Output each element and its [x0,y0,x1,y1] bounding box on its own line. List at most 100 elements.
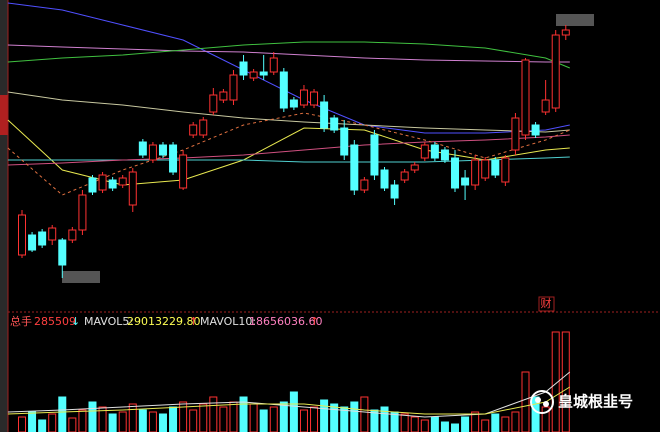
candle-body [138,141,147,156]
volume-bar [28,411,37,432]
volume-bar [209,396,218,432]
volume-bar [491,413,500,432]
candle-body [98,174,107,191]
volume-bar [299,409,308,432]
volume-bar [199,403,208,432]
candle-body [118,177,127,186]
candle-body [340,127,349,156]
volume-bar [350,401,359,432]
candle-body [128,171,137,206]
volume-bar [461,416,470,432]
volume-bar [148,411,157,432]
candle-body [370,134,379,176]
candle-body [561,29,570,36]
candle-body [320,101,329,129]
candle-body [521,59,530,136]
watermark: 皇城根韭号 [558,393,633,411]
candle-body [531,124,540,136]
candle-body [330,117,339,131]
volume-label: 总手 [10,314,32,328]
indicator-arrow: ↑ [310,315,319,328]
volume-bar [430,416,439,432]
volume-bar [330,403,339,432]
indicator-name: MAVOL10: [200,315,256,328]
watermark-icon [530,390,554,414]
candle-body [148,144,157,161]
volume-bar [561,331,570,432]
volume-bar [521,371,530,432]
volume-bar [219,406,228,432]
candle-body [38,231,47,246]
candle-body [420,144,429,159]
candle-body [360,179,369,191]
volume-bar [58,396,67,432]
plot-area [7,2,571,432]
candle-body [551,34,560,109]
blurred-label [62,271,100,283]
volume-bar [400,413,409,432]
candle-body [199,119,208,136]
volume-bar [279,401,288,432]
volume-bar [78,409,87,432]
volume-bar [551,331,560,432]
candle-body [28,234,37,251]
volume-bar [38,419,47,432]
volume-bar [360,396,369,432]
candle-body [58,239,67,266]
watermark-icon [535,397,541,403]
volume-bar [128,403,137,432]
candle-body [380,169,389,189]
volume-ma-line [7,386,571,415]
volume-bar [229,401,238,432]
badge: 财 [541,296,552,310]
volume-bar [249,403,258,432]
candle-body [189,124,198,136]
volume-arrow: ↓ [71,315,80,328]
candle-body [88,177,97,193]
volume-bar [501,416,510,432]
volume-bar [531,396,540,432]
candle-body [491,159,500,176]
candle-body [279,71,288,109]
badge-box [538,296,555,312]
candle-body [440,149,449,161]
candle-body [481,159,490,179]
candle-body [400,171,409,181]
volume-bar [541,406,550,432]
candle-body [18,214,26,256]
side-tab-active [0,95,8,135]
indicator-name: MAVOL5: [84,315,133,328]
candle-body [68,229,77,241]
candle-body [259,71,268,76]
candle-body [541,99,550,113]
indicator-value: 29013229.80 [127,315,200,328]
volume-bar [138,409,147,432]
candle-body [229,74,238,101]
volume-bar [320,399,329,432]
candle-body [169,144,178,173]
volume-bar [420,419,429,432]
volume-bar [158,413,167,432]
side-tabs [0,0,8,432]
candle-body [511,117,520,151]
volume-bar [340,406,349,432]
candle-body [451,157,460,189]
volume-bar [471,411,480,432]
volume-bar [18,416,26,432]
candle-body [310,91,319,106]
candle-body [48,227,57,241]
candle-body [461,177,470,186]
volume-bar [380,406,389,432]
candle-body [78,194,87,231]
volume-bar [289,391,298,432]
volume-bar [269,406,278,432]
candle-body [289,99,298,108]
volume-bar [98,406,107,432]
volume-bar [511,411,520,432]
volume-bar [310,406,319,432]
candle-body [299,89,308,106]
blurred-label [556,14,594,26]
candle-body [219,91,228,101]
volume-bar [118,411,127,432]
